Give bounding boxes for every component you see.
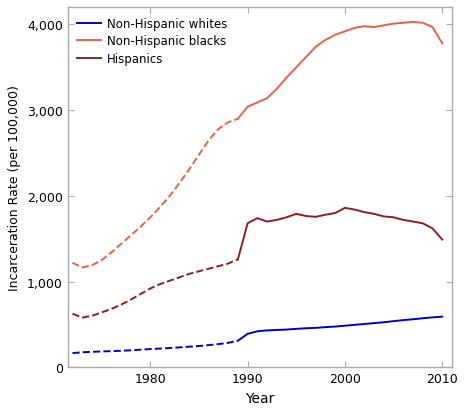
Non-Hispanic whites	[303, 326, 309, 331]
Non-Hispanic whites	[235, 338, 241, 343]
Hispanics	[333, 211, 338, 216]
Non-Hispanic whites	[401, 318, 406, 323]
Non-Hispanic blacks	[323, 38, 328, 43]
Non-Hispanic blacks	[313, 45, 318, 50]
Hispanics	[401, 218, 406, 223]
Non-Hispanic blacks	[391, 22, 396, 27]
Non-Hispanic whites	[333, 324, 338, 329]
Non-Hispanic whites	[323, 325, 328, 330]
Hispanics	[245, 221, 250, 226]
Legend: Non-Hispanic whites, Non-Hispanic blacks, Hispanics: Non-Hispanic whites, Non-Hispanic blacks…	[73, 14, 231, 70]
Hispanics	[255, 216, 260, 221]
Non-Hispanic blacks	[361, 25, 367, 30]
Non-Hispanic whites	[293, 327, 299, 332]
Hispanics	[352, 208, 357, 213]
Y-axis label: Incarceration Rate (per 100,000): Incarceration Rate (per 100,000)	[8, 85, 21, 290]
Non-Hispanic whites	[391, 319, 396, 324]
Hispanics	[342, 206, 348, 211]
Non-Hispanic blacks	[381, 24, 387, 29]
Line: Non-Hispanic blacks: Non-Hispanic blacks	[238, 23, 442, 119]
Non-Hispanic blacks	[401, 21, 406, 26]
Hispanics	[391, 215, 396, 220]
Non-Hispanic blacks	[235, 117, 241, 122]
Non-Hispanic blacks	[274, 87, 280, 92]
Non-Hispanic whites	[410, 317, 416, 322]
Non-Hispanic blacks	[293, 66, 299, 71]
Non-Hispanic whites	[245, 332, 250, 337]
Non-Hispanic whites	[255, 329, 260, 334]
Hispanics	[371, 212, 377, 217]
Non-Hispanic blacks	[352, 26, 357, 31]
X-axis label: Year: Year	[245, 391, 275, 405]
Non-Hispanic whites	[361, 322, 367, 327]
Hispanics	[361, 210, 367, 215]
Non-Hispanic blacks	[303, 55, 309, 60]
Non-Hispanic whites	[381, 320, 387, 325]
Non-Hispanic blacks	[371, 26, 377, 31]
Hispanics	[381, 214, 387, 219]
Non-Hispanic blacks	[333, 33, 338, 38]
Non-Hispanic blacks	[439, 42, 445, 47]
Non-Hispanic whites	[420, 316, 425, 321]
Non-Hispanic whites	[371, 321, 377, 326]
Hispanics	[410, 220, 416, 225]
Non-Hispanic whites	[313, 325, 318, 330]
Non-Hispanic blacks	[284, 76, 290, 81]
Non-Hispanic whites	[430, 315, 435, 320]
Non-Hispanic blacks	[264, 97, 270, 102]
Hispanics	[293, 212, 299, 217]
Non-Hispanic whites	[439, 314, 445, 319]
Line: Non-Hispanic whites: Non-Hispanic whites	[238, 317, 442, 341]
Line: Hispanics: Hispanics	[238, 208, 442, 260]
Hispanics	[439, 237, 445, 242]
Hispanics	[235, 257, 241, 262]
Non-Hispanic blacks	[430, 26, 435, 31]
Hispanics	[284, 215, 290, 220]
Hispanics	[303, 214, 309, 219]
Hispanics	[264, 220, 270, 225]
Non-Hispanic whites	[284, 327, 290, 332]
Non-Hispanic whites	[342, 323, 348, 328]
Non-Hispanic whites	[274, 328, 280, 332]
Non-Hispanic blacks	[342, 30, 348, 35]
Non-Hispanic whites	[264, 328, 270, 333]
Non-Hispanic blacks	[245, 105, 250, 110]
Non-Hispanic blacks	[410, 20, 416, 25]
Non-Hispanic whites	[352, 323, 357, 328]
Hispanics	[420, 221, 425, 226]
Hispanics	[274, 218, 280, 223]
Hispanics	[430, 226, 435, 231]
Non-Hispanic blacks	[255, 101, 260, 106]
Hispanics	[313, 215, 318, 220]
Non-Hispanic blacks	[420, 21, 425, 26]
Hispanics	[323, 213, 328, 218]
